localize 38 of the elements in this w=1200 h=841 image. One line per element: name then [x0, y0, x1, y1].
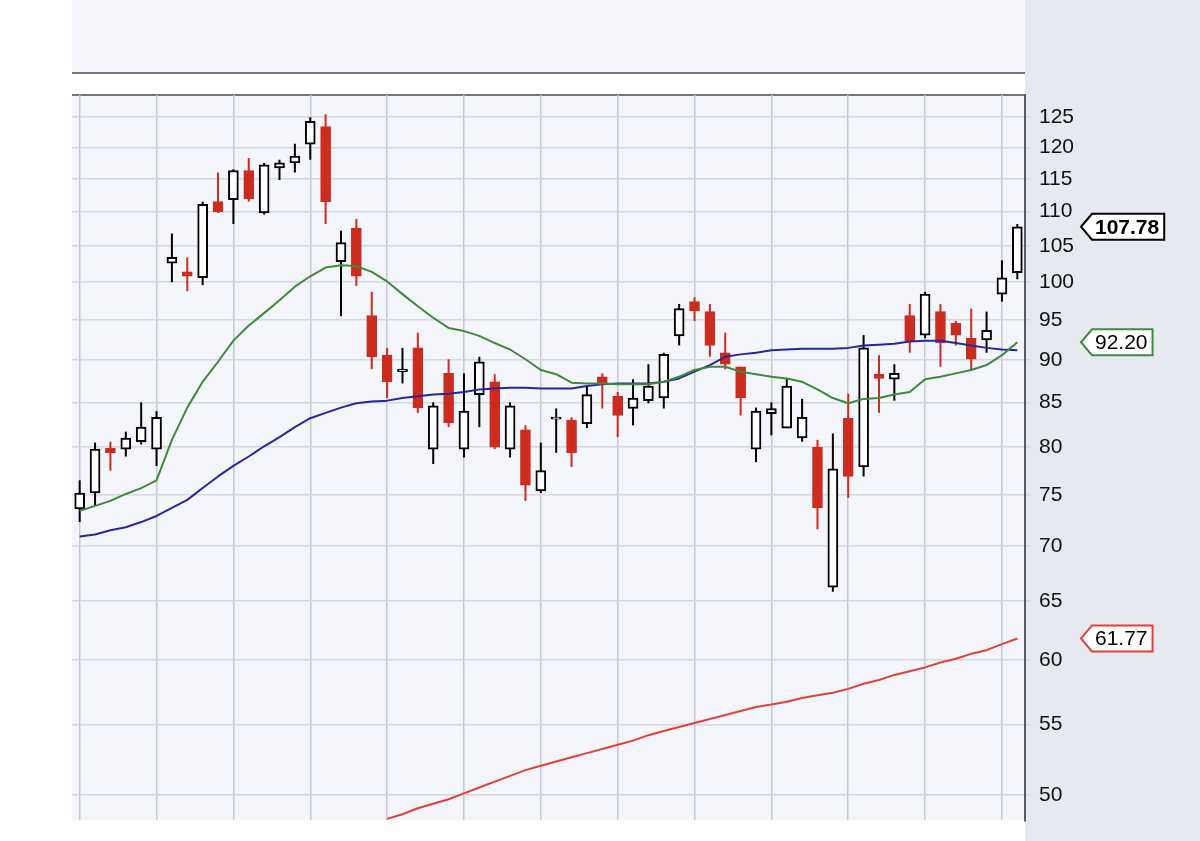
- candlestick: [181, 256, 193, 293]
- y-tick-label: 60: [1039, 646, 1063, 670]
- y-tick-label: 75: [1039, 481, 1063, 505]
- candlestick: [889, 363, 900, 402]
- y-tick-label: 105: [1039, 232, 1075, 256]
- y-tick-label: 95: [1039, 306, 1063, 330]
- text: 107.78: [1095, 214, 1160, 238]
- candlestick: [304, 116, 316, 161]
- candlestick: [166, 232, 178, 284]
- candlestick: [335, 229, 347, 318]
- y-tick-label: 120: [1039, 134, 1075, 158]
- candlestick: [981, 310, 992, 354]
- y-tick-label: 55: [1039, 711, 1063, 735]
- candlestick: [535, 441, 547, 494]
- text: 92.20: [1095, 330, 1148, 354]
- y-tick-label: 110: [1039, 198, 1073, 222]
- y-tick-label: 85: [1039, 389, 1063, 413]
- y-tick-label: 90: [1039, 346, 1063, 370]
- candlestick: [766, 401, 777, 437]
- candlestick: [689, 296, 700, 322]
- y-tick-label: 80: [1039, 434, 1063, 458]
- candlestick: [212, 171, 224, 215]
- y-tick-label: 100: [1039, 268, 1075, 292]
- y-tick-label: 125: [1039, 103, 1075, 127]
- candlestick: [120, 430, 132, 458]
- y-tick-label: 65: [1039, 587, 1063, 611]
- candlestick: [873, 354, 885, 414]
- candlestick: [612, 391, 623, 439]
- y-tick-label: 70: [1039, 532, 1063, 556]
- y-tick-label: 50: [1039, 781, 1063, 805]
- text: 61.77: [1095, 626, 1148, 650]
- candlestick: [904, 302, 916, 354]
- candlestick: [965, 307, 977, 372]
- y-tick-label: 115: [1039, 165, 1073, 189]
- candlestick: [643, 363, 654, 405]
- candlestick: [673, 302, 685, 347]
- candlestick: [397, 346, 408, 385]
- candlestick: [996, 259, 1008, 303]
